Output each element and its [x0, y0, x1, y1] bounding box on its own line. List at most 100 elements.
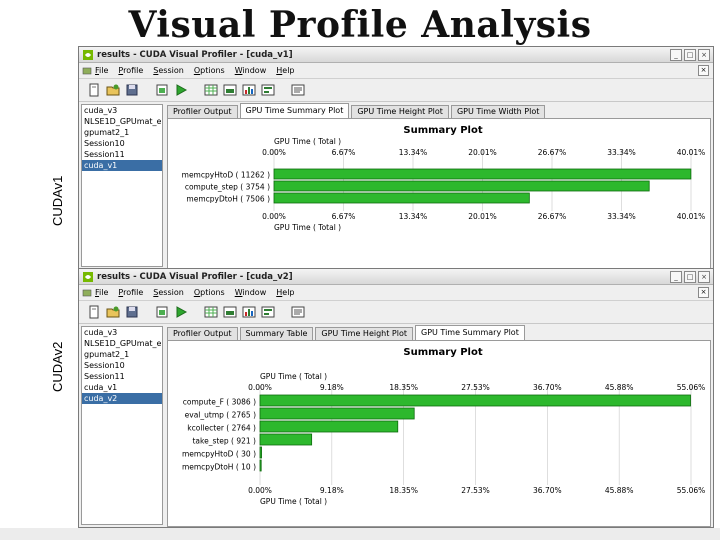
- bar[interactable]: [259, 433, 313, 446]
- session-item[interactable]: cuda_v1: [82, 160, 162, 171]
- x-tick-label-bottom: 40.01%: [677, 212, 706, 221]
- tab-profiler-output[interactable]: Profiler Output: [167, 327, 238, 340]
- session-item[interactable]: NLSE1D_GPUmat_en: [84, 339, 162, 348]
- bar[interactable]: [259, 420, 399, 433]
- menu-profile[interactable]: Profile: [118, 66, 144, 75]
- toolbar: [79, 301, 713, 324]
- x-tick-label-top: 33.34%: [607, 148, 636, 157]
- session-item[interactable]: gpumat2_1: [84, 128, 130, 137]
- menu-session[interactable]: Session: [153, 66, 184, 75]
- minimize-button[interactable]: _: [670, 49, 682, 61]
- x-tick-label-top: 0.00%: [262, 148, 286, 157]
- bar-label: memcpyHtoD ( 11262 ): [182, 171, 270, 180]
- window-menu-icon[interactable]: [82, 66, 92, 76]
- profiler-window-v2: results - CUDA Visual Profiler - [cuda_v…: [78, 268, 714, 528]
- menu-profile[interactable]: Profile: [118, 288, 144, 297]
- menu-options[interactable]: Options: [193, 66, 225, 75]
- menu-session[interactable]: Session: [153, 288, 184, 297]
- bar[interactable]: [259, 446, 262, 459]
- plot-icon[interactable]: [223, 83, 237, 97]
- bar-icon[interactable]: [261, 83, 275, 97]
- bar[interactable]: [259, 394, 691, 407]
- minimize-button[interactable]: _: [670, 271, 682, 283]
- x-tick-label-top: 20.01%: [468, 148, 497, 157]
- open-icon[interactable]: [106, 83, 120, 97]
- run-icon[interactable]: [174, 305, 188, 319]
- window-menu-icon[interactable]: [82, 288, 92, 298]
- maximize-button[interactable]: □: [684, 49, 696, 61]
- x-tick-label-bottom: 26.67%: [538, 212, 567, 221]
- x-tick-label-top: 26.67%: [538, 148, 567, 157]
- session-item[interactable]: cuda_v3: [84, 328, 118, 337]
- session-item[interactable]: Session10: [84, 361, 125, 370]
- menu-close-button[interactable]: ×: [698, 287, 709, 298]
- profile-icon[interactable]: [155, 83, 169, 97]
- save-icon[interactable]: [125, 83, 139, 97]
- bar[interactable]: [273, 168, 692, 180]
- details-icon[interactable]: [291, 305, 305, 319]
- table-icon[interactable]: [204, 305, 218, 319]
- menu-help[interactable]: Help: [276, 66, 295, 75]
- details-icon[interactable]: [291, 83, 305, 97]
- session-item[interactable]: Session11: [84, 150, 125, 159]
- session-item[interactable]: NLSE1D_GPUmat_en: [84, 117, 162, 126]
- session-list: cuda_v3 NLSE1D_GPUmat_en gpumat2_1 Session1…: [81, 326, 163, 525]
- x-tick-label-bottom: 27.53%: [461, 486, 490, 495]
- session-item[interactable]: gpumat2_1: [84, 350, 130, 359]
- new-session-icon[interactable]: [87, 305, 101, 319]
- session-item[interactable]: cuda_v2: [82, 393, 162, 404]
- bar[interactable]: [273, 192, 530, 204]
- tab-gpu-time-summary-plot[interactable]: GPU Time Summary Plot: [239, 103, 350, 118]
- bar[interactable]: [259, 407, 415, 420]
- new-session-icon[interactable]: [87, 83, 101, 97]
- window-titlebar[interactable]: results - CUDA Visual Profiler - [cuda_v…: [79, 47, 713, 63]
- close-button[interactable]: ×: [698, 49, 710, 61]
- tab-gpu-time-height-plot[interactable]: GPU Time Height Plot: [315, 327, 413, 340]
- plot-icon[interactable]: [223, 305, 237, 319]
- x-tick-label-bottom: 36.70%: [533, 486, 562, 495]
- window-titlebar[interactable]: results - CUDA Visual Profiler - [cuda_v…: [79, 269, 713, 285]
- x-tick-label-bottom: 0.00%: [262, 212, 286, 221]
- menu-window[interactable]: Window: [234, 66, 267, 75]
- session-item[interactable]: Session10: [84, 139, 125, 148]
- menu-options[interactable]: Options: [193, 288, 225, 297]
- summary-plot-chart: Summary Plot GPU Time ( Total ) 0.00% 0.00%…: [182, 347, 705, 506]
- bar[interactable]: [259, 459, 262, 472]
- menu-help[interactable]: Help: [276, 288, 295, 297]
- bar[interactable]: [273, 180, 650, 192]
- x-axis-label-bottom: GPU Time ( Total ): [274, 223, 341, 232]
- session-item[interactable]: cuda_v3: [84, 106, 118, 115]
- tab-gpu-time-height-plot[interactable]: GPU Time Height Plot: [351, 105, 449, 118]
- slide-title: Visual Profile Analysis: [128, 4, 592, 46]
- bar-icon[interactable]: [261, 305, 275, 319]
- summary-plot-chart: Summary Plot GPU Time ( Total ) 0.00% 0.00%…: [182, 125, 706, 232]
- chart-icon[interactable]: [242, 83, 256, 97]
- maximize-button[interactable]: □: [684, 271, 696, 283]
- open-icon[interactable]: [106, 305, 120, 319]
- menu-window[interactable]: Window: [234, 288, 267, 297]
- close-button[interactable]: ×: [698, 271, 710, 283]
- session-item[interactable]: Session11: [84, 372, 125, 381]
- summary-plot-panel: Summary Plot GPU Time ( Total ) 0.00% 0.00%…: [167, 340, 711, 527]
- tab-summary-table[interactable]: Summary Table: [239, 327, 314, 340]
- x-axis-label-bottom: GPU Time ( Total ): [260, 497, 327, 506]
- x-tick-label-top: 40.01%: [677, 148, 706, 157]
- chart-icon[interactable]: [242, 305, 256, 319]
- tab-gpu-time-summary-plot[interactable]: GPU Time Summary Plot: [415, 325, 525, 340]
- tab-strip: Profiler Output Summary Table GPU Time Hei…: [167, 325, 711, 340]
- cudav1-label: CUDAv1: [50, 175, 65, 226]
- chart-title: Summary Plot: [403, 347, 482, 358]
- save-icon[interactable]: [125, 305, 139, 319]
- x-axis-label-top: GPU Time ( Total ): [274, 137, 341, 146]
- x-tick-label-bottom: 33.34%: [607, 212, 636, 221]
- table-icon[interactable]: [204, 83, 218, 97]
- menu-file[interactable]: File: [95, 66, 109, 75]
- session-item[interactable]: cuda_v1: [84, 383, 118, 392]
- profile-icon[interactable]: [155, 305, 169, 319]
- bar-label: take_step ( 921 ): [192, 437, 256, 446]
- tab-profiler-output[interactable]: Profiler Output: [167, 105, 238, 118]
- menu-close-button[interactable]: ×: [698, 65, 709, 76]
- tab-gpu-time-width-plot[interactable]: GPU Time Width Plot: [450, 105, 546, 118]
- run-icon[interactable]: [174, 83, 188, 97]
- menu-file[interactable]: File: [95, 288, 109, 297]
